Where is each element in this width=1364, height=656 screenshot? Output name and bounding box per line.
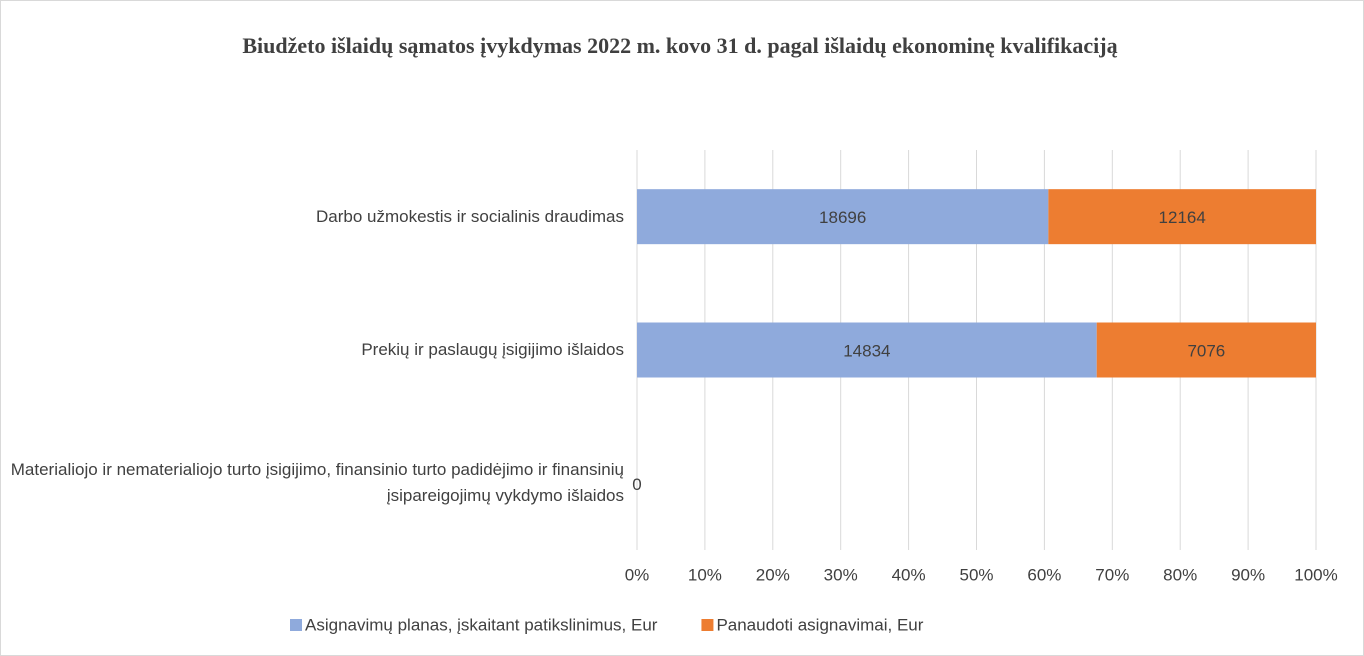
bar (637, 322, 1097, 378)
x-tick-label: 70% (1095, 565, 1129, 584)
data-label: 12164 (1159, 208, 1206, 227)
data-label: 7076 (1187, 341, 1225, 360)
x-tick-label: 80% (1163, 565, 1197, 584)
x-tick-label: 10% (688, 565, 722, 584)
legend-label: Asignavimų planas, įskaitant patikslinim… (305, 615, 658, 634)
x-tick-label: 100% (1294, 565, 1337, 584)
bar (637, 189, 1049, 245)
legend-swatch (701, 619, 714, 631)
x-tick-label: 40% (892, 565, 926, 584)
x-tick-label: 30% (824, 565, 858, 584)
x-tick-label: 60% (1027, 565, 1061, 584)
x-tick-label: 90% (1231, 565, 1265, 584)
y-tick-label: Materialiojo ir nematerialiojo turto įsi… (10, 460, 624, 506)
y-tick-label: Darbo užmokestis ir socialinis draudimas (315, 206, 624, 226)
data-label: 18696 (819, 208, 866, 227)
x-tick-label: 50% (959, 565, 993, 584)
legend-swatch (290, 619, 302, 631)
x-tick-label: 0% (625, 565, 650, 584)
y-tick-label: Prekių ir paslaugų įsigijimo išlaidos (361, 340, 624, 359)
data-label: 0 (632, 475, 641, 494)
bar (1048, 189, 1316, 245)
chart-title: Biudžeto išlaidų sąmatos įvykdymas 2022 … (242, 33, 1118, 58)
x-tick-label: 20% (756, 565, 790, 584)
legend-label: Panaudoti asignavimai, Eur (716, 615, 923, 634)
bar (1096, 322, 1316, 378)
data-label: 14834 (843, 341, 890, 360)
